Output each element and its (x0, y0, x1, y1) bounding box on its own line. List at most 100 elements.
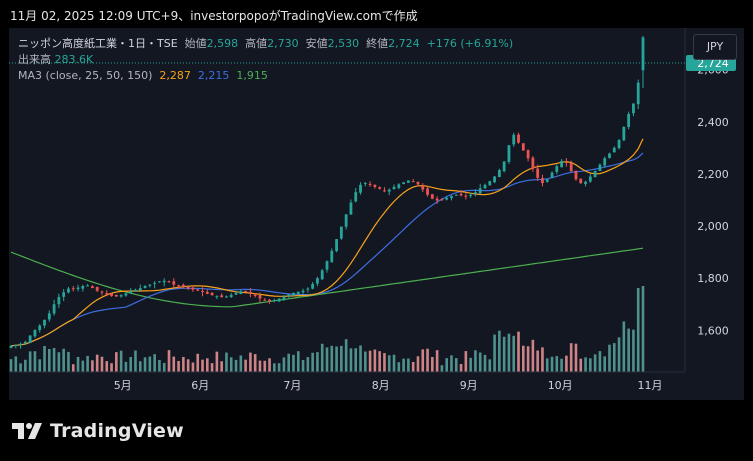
volume-bar (383, 353, 386, 372)
volume-label: 出来高 (18, 53, 51, 66)
candle-body (335, 239, 338, 252)
candle-body (507, 145, 511, 162)
candle-body (215, 296, 219, 298)
candle-body (177, 285, 180, 287)
volume-bar (402, 358, 405, 372)
candle-body (110, 293, 113, 296)
candle-body (9, 345, 13, 349)
candle-body (579, 178, 583, 184)
legend-ma-row: MA3 (close, 25, 50, 150) 2,287 2,215 1,9… (18, 68, 513, 84)
volume-bar (459, 364, 463, 372)
volume-bar (464, 351, 468, 372)
volume-bar (636, 288, 640, 372)
candle-body (62, 292, 66, 297)
candle-body (181, 284, 185, 288)
volume-bar (569, 343, 573, 372)
candle-body (406, 180, 410, 183)
candle-body (632, 103, 635, 114)
volume-bar (206, 358, 209, 372)
candle-body (23, 341, 27, 344)
candle-body (383, 190, 386, 192)
candle-body (450, 196, 453, 199)
volume-bar (555, 356, 559, 372)
candle-body (239, 291, 243, 295)
volume-bar (498, 330, 501, 372)
volume-bar (502, 336, 506, 372)
candle-body (445, 197, 449, 200)
candle-body (268, 299, 271, 302)
candle-body (564, 161, 568, 163)
volume-bar (62, 348, 65, 372)
volume-bar (531, 339, 535, 372)
candle-body (292, 292, 295, 296)
volume-bar (239, 355, 243, 372)
volume-bar (273, 363, 276, 372)
volume-bar (560, 358, 563, 372)
moving-averages (10, 138, 644, 347)
volume-bar (229, 357, 233, 372)
candle-body (244, 290, 248, 292)
volume-bar (95, 354, 99, 372)
candle-body (440, 199, 444, 201)
time-axis: 5月 6月 7月 8月 9月 10月 11月 (114, 379, 663, 392)
candle-body (344, 214, 348, 227)
candle-body (627, 114, 631, 128)
volume-bar (91, 360, 94, 372)
candle-body (196, 289, 200, 291)
candle-body (435, 198, 439, 201)
candle-body (153, 282, 157, 284)
volume-bar (52, 347, 56, 372)
candle-body (205, 291, 209, 294)
volume-bar (435, 350, 439, 372)
candle-body (143, 286, 147, 288)
candle-body (536, 168, 540, 178)
volume-bar (574, 343, 578, 372)
currency-button[interactable]: JPY (693, 34, 737, 60)
candle-body (225, 296, 228, 298)
volume-bar (612, 343, 616, 372)
candle-body (497, 170, 501, 177)
volume-bar (177, 360, 180, 372)
volume-bar (335, 346, 338, 372)
candle-body (378, 187, 382, 190)
volume-bar (632, 329, 635, 372)
time-tick-label: 9月 (460, 379, 478, 392)
volume-bar (598, 351, 602, 372)
volume-bar (234, 359, 238, 372)
candle-body (555, 166, 559, 172)
volume-bar (14, 356, 18, 372)
candle-body (320, 270, 324, 280)
open-label: 始値 (184, 37, 207, 50)
volume-bar (407, 358, 410, 372)
candle-body (124, 293, 128, 296)
candle-body (158, 281, 161, 283)
volume-bar (191, 362, 195, 372)
candle-body (478, 188, 482, 194)
candle-body (71, 288, 75, 290)
volume-bar (579, 358, 583, 372)
candle-body (584, 181, 587, 185)
volume-bar (512, 335, 516, 372)
ma150-line (10, 247, 644, 308)
volume-bar (493, 334, 496, 372)
candle-body (201, 291, 204, 293)
candle-body (57, 296, 61, 305)
volume-bar (172, 356, 176, 372)
candle-body (186, 286, 190, 289)
volume-bar (445, 358, 448, 372)
price-tick-label: 1,800 (697, 272, 729, 285)
candle-body (617, 140, 621, 149)
volume-bar (392, 354, 396, 372)
volume-bar (292, 354, 295, 372)
volume-bar (67, 351, 70, 372)
volume-bar (488, 359, 492, 372)
candle-body (459, 193, 463, 196)
volume-bar (76, 356, 80, 372)
volume-bar (478, 352, 482, 372)
candle-body (416, 181, 420, 185)
volume-bar (359, 345, 362, 372)
volume-bar (86, 355, 89, 372)
